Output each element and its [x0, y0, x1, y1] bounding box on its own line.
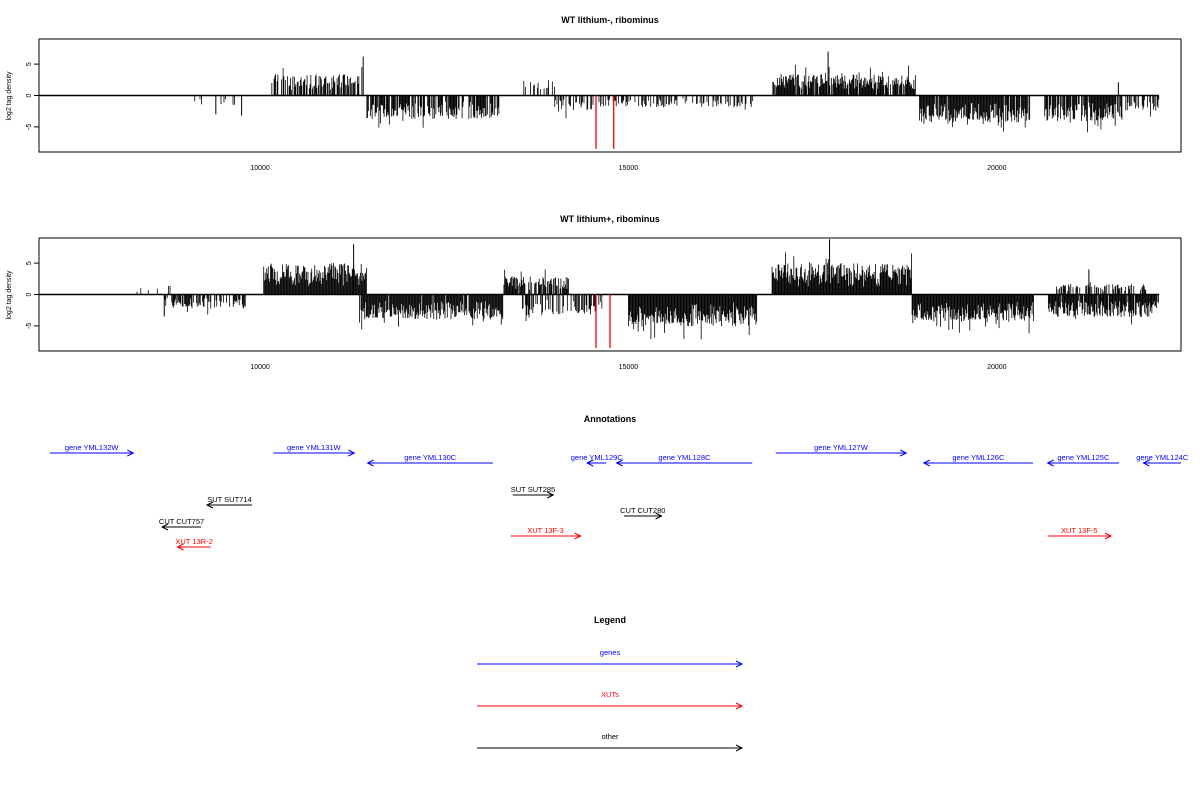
annotations-title: Annotations: [584, 414, 637, 424]
legend-item: other: [477, 732, 744, 752]
legend-items: genes XUTs other: [477, 648, 744, 752]
legend-arrowhead: [735, 744, 744, 752]
annotation-arrowhead: [574, 532, 582, 540]
annotation-label: gene YML128C: [658, 453, 711, 462]
panel2-bars: [39, 239, 1160, 348]
annotation-feature: gene YML127W: [775, 443, 908, 457]
annotation-arrowhead: [205, 501, 214, 509]
panel1-y-axis: 5 0 -5: [26, 62, 39, 130]
panel2-x-axis: 10000 15000 20000: [250, 364, 1006, 371]
panel-lithium-minus: WT lithium-, ribominus log2 tag density …: [6, 15, 1182, 172]
annotation-arrowhead: [899, 449, 908, 457]
annotation-arrowhead: [366, 459, 374, 467]
annotation-label: XUT 13F-3: [527, 526, 564, 535]
panel2-title: WT lithium+, ribominus: [560, 214, 660, 224]
annotation-feature: CUT CUT280: [620, 506, 665, 520]
annotation-label: XUT 13F-5: [1061, 526, 1098, 535]
legend-label: other: [601, 732, 619, 741]
annotation-label: gene YML127W: [814, 443, 869, 452]
annotation-feature: gene YML129C: [571, 453, 624, 467]
annotation-arrowhead: [176, 543, 184, 551]
annotation-feature: gene YML130C: [366, 453, 493, 467]
annotation-feature: gene YML128C: [615, 453, 753, 467]
annotation-label: gene YML131W: [287, 443, 342, 452]
annotation-label: gene YML130C: [404, 453, 457, 462]
annotation-feature: XUT 13F-5: [1047, 526, 1113, 540]
y-tick-label: 0: [26, 93, 33, 97]
legend-arrowhead: [735, 702, 744, 710]
annotation-label: gene YML125C: [1057, 453, 1110, 462]
x-tick-label: 20000: [987, 364, 1007, 371]
annotation-feature: gene YML124C: [1136, 453, 1189, 467]
annotation-feature: gene YML131W: [273, 443, 356, 457]
annotation-arrowhead: [615, 459, 623, 467]
annotation-feature: gene YML125C: [1046, 453, 1120, 467]
y-tick-label: 0: [26, 292, 33, 296]
annotation-arrowhead: [1104, 532, 1113, 540]
annotation-label: SUT SUT285: [511, 485, 555, 494]
annotation-arrowhead: [586, 459, 594, 467]
x-tick-label: 20000: [987, 165, 1007, 172]
x-tick-label: 15000: [619, 165, 639, 172]
annotation-arrowhead: [922, 459, 931, 467]
legend-arrowhead: [735, 660, 744, 668]
annotation-label: gene YML126C: [952, 453, 1005, 462]
y-tick-label: 5: [26, 62, 33, 66]
annotations-panel: Annotations gene YML132W gene YML131Wgene…: [50, 414, 1189, 551]
legend-title: Legend: [594, 615, 626, 625]
legend-label: XUTs: [601, 690, 619, 699]
annotation-feature: XUT 13F-3: [510, 526, 582, 540]
annotation-label: CUT CUT280: [620, 506, 665, 515]
annotation-label: gene YML132W: [65, 443, 120, 452]
legend-label: genes: [600, 648, 621, 657]
y-tick-label: -5: [26, 124, 33, 130]
annotation-features: gene YML132W gene YML131W gene YML130C gene…: [50, 443, 1189, 551]
annotation-arrowhead: [655, 512, 663, 520]
annotation-feature: XUT 13R-2: [175, 537, 213, 551]
annotation-feature: SUT SUT714: [205, 495, 252, 509]
annotation-arrowhead: [348, 449, 356, 457]
annotation-label: CUT CUT757: [159, 517, 204, 526]
annotation-feature: CUT CUT757: [159, 517, 204, 531]
legend-panel: Legend genes XUTs other: [477, 615, 744, 752]
legend-item: genes: [477, 648, 744, 668]
panel1-x-axis: 10000 15000 20000: [250, 165, 1006, 172]
panel-lithium-plus: WT lithium+, ribominus log2 tag density …: [6, 214, 1182, 371]
x-tick-label: 10000: [250, 165, 270, 172]
annotation-label: XUT 13R-2: [175, 537, 212, 546]
x-tick-label: 15000: [619, 364, 639, 371]
annotation-feature: SUT SUT285: [511, 485, 555, 499]
panel1-bars: [39, 51, 1160, 149]
annotation-arrowhead: [1046, 459, 1054, 467]
panel1-title: WT lithium-, ribominus: [561, 15, 659, 25]
legend-item: XUTs: [477, 690, 744, 710]
annotation-label: gene YML129C: [571, 453, 624, 462]
panel2-ylabel: log2 tag density: [6, 270, 13, 320]
panel1-ylabel: log2 tag density: [6, 71, 13, 121]
y-tick-label: 5: [26, 261, 33, 265]
annotation-label: gene YML124C: [1136, 453, 1189, 462]
y-tick-label: -5: [26, 323, 33, 329]
annotation-label: SUT SUT714: [207, 495, 251, 504]
annotation-feature: gene YML126C: [922, 453, 1033, 467]
x-tick-label: 10000: [250, 364, 270, 371]
panel2-y-axis: 5 0 -5: [26, 261, 39, 329]
annotation-arrowhead: [547, 491, 555, 499]
annotation-arrowhead: [127, 449, 135, 457]
annotation-arrowhead: [160, 523, 169, 531]
annotation-arrowhead: [1142, 459, 1150, 467]
annotation-feature: gene YML132W: [50, 443, 135, 457]
